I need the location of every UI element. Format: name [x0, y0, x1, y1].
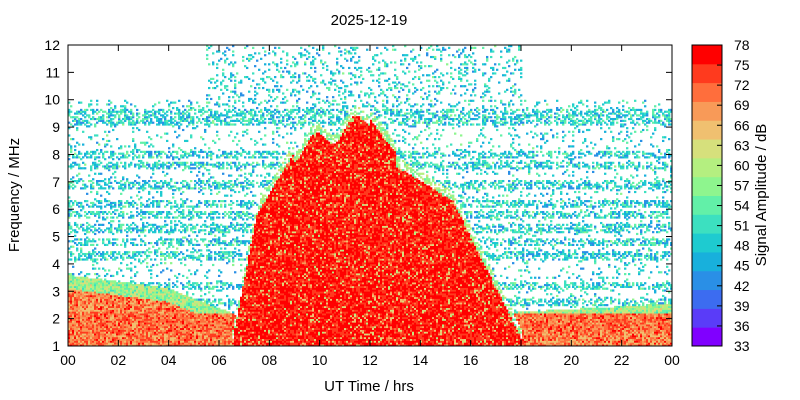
colorbar-segment: [692, 64, 722, 83]
x-tick-label: 10: [312, 352, 328, 368]
x-tick-label: 14: [413, 352, 429, 368]
colorbar-tick-label: 51: [734, 218, 750, 234]
y-tick-label: 10: [44, 92, 60, 108]
colorbar-segment: [692, 101, 722, 120]
y-tick-label: 9: [52, 119, 60, 135]
x-tick-label: 00: [60, 352, 76, 368]
colorbar-tick-label: 72: [734, 77, 750, 93]
colorbar-segment: [692, 271, 722, 290]
chart-title: 2025-12-19: [331, 12, 408, 29]
x-tick-label: 20: [564, 352, 580, 368]
heatmap-plot: [68, 45, 672, 346]
colorbar-tick-label: 57: [734, 177, 750, 193]
colorbar-segment: [692, 45, 722, 64]
colorbar-segment: [692, 139, 722, 158]
y-tick-label: 12: [44, 37, 60, 53]
colorbar-tick-label: 45: [734, 258, 750, 274]
y-tick-label: 7: [52, 174, 60, 190]
y-tick-label: 5: [52, 229, 60, 245]
x-tick-label: 16: [463, 352, 479, 368]
x-tick-label: 02: [111, 352, 127, 368]
colorbar-tick-label: 36: [734, 318, 750, 334]
colorbar-tick-label: 54: [734, 198, 750, 214]
colorbar-tick-label: 78: [734, 37, 750, 53]
colorbar: 33 36 39 42 45 48 51 54 57 60 63 66 69 72 75 78: [692, 37, 750, 354]
y-tick-label: 6: [52, 201, 60, 217]
colorbar-tick-label: 39: [734, 298, 750, 314]
colorbar-tick-label: 48: [734, 238, 750, 254]
colorbar-tick-label: 63: [734, 137, 750, 153]
colorbar-segment: [692, 252, 722, 271]
x-axis-title: UT Time / hrs: [324, 378, 414, 395]
colorbar-segment: [692, 308, 722, 327]
y-tick-label: 4: [52, 256, 60, 272]
x-tick-label: 18: [513, 352, 529, 368]
y-tick-label: 11: [45, 64, 60, 80]
x-tick-label: 04: [161, 352, 177, 368]
y-tick-label: 8: [52, 146, 60, 162]
colorbar-segment: [692, 158, 722, 177]
colorbar-tick-label: 69: [734, 97, 750, 113]
x-tick-label: 00: [664, 352, 680, 368]
colorbar-segment: [692, 327, 722, 346]
colorbar-segment: [692, 214, 722, 233]
colorbar-tick-label: 75: [734, 57, 750, 73]
colorbar-tick-label: 66: [734, 117, 750, 133]
colorbar-title: Signal Amplitude / dB: [753, 124, 770, 267]
colorbar-segment: [692, 177, 722, 196]
y-tick-label: 3: [52, 283, 60, 299]
y-tick-label: 1: [52, 338, 60, 354]
x-tick-label: 22: [614, 352, 630, 368]
colorbar-segment: [692, 233, 722, 252]
x-tick-label: 12: [362, 352, 378, 368]
x-tick-label: 06: [211, 352, 227, 368]
y-tick-label: 2: [52, 311, 60, 327]
y-axis-title: Frequency / MHz: [6, 138, 23, 252]
colorbar-tick-label: 60: [734, 157, 750, 173]
colorbar-segment: [692, 120, 722, 139]
x-tick-label: 08: [262, 352, 278, 368]
colorbar-tick-label: 42: [734, 278, 750, 294]
colorbar-tick-label: 33: [734, 338, 750, 354]
